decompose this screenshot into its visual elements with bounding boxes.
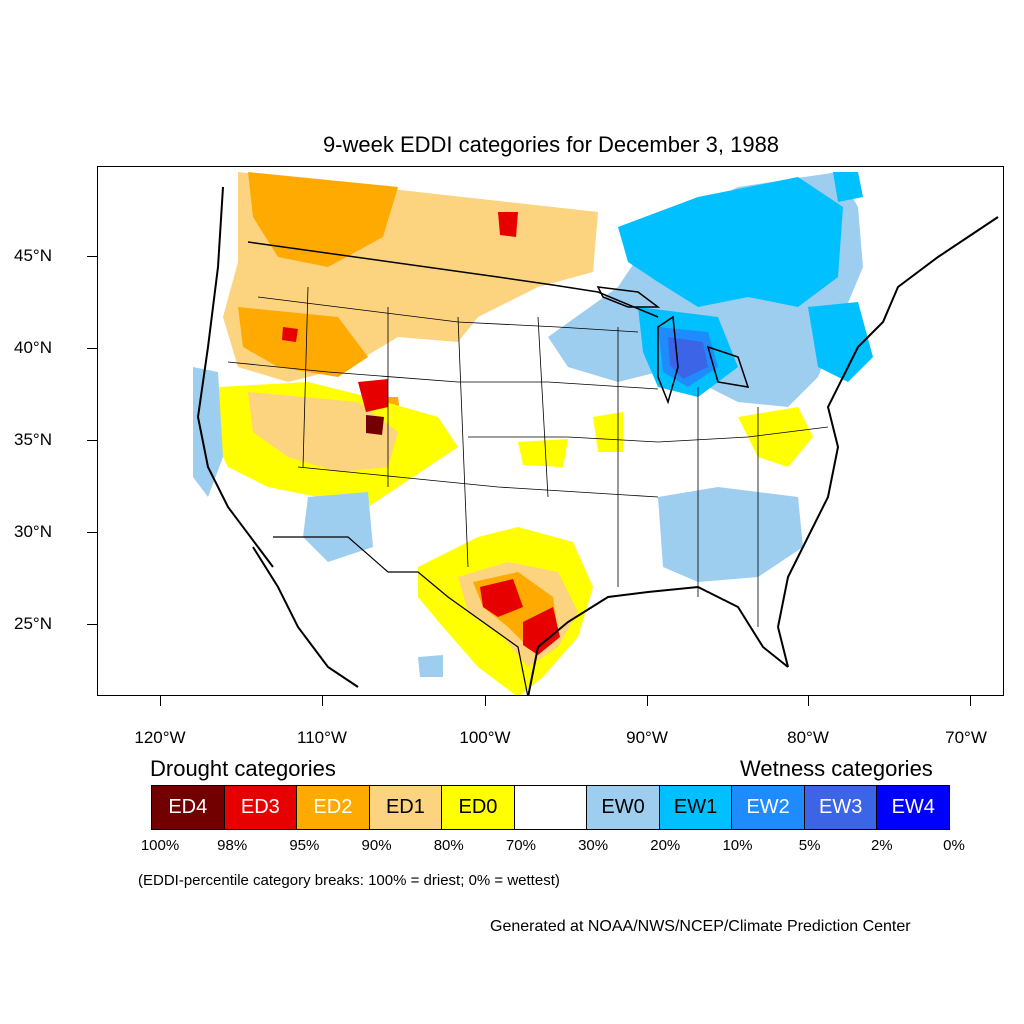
- lon-label-100: 100°W: [459, 728, 511, 747]
- legend-cell-ed1: ED1: [369, 786, 443, 829]
- canada-border: [247, 241, 659, 318]
- lake-michigan-outline: [657, 315, 679, 405]
- legend-cell-ed2: ED2: [297, 786, 370, 829]
- state-line-2: [227, 361, 659, 390]
- ew0-spot-maine: [833, 172, 863, 202]
- lat-label-30: 30°N: [14, 522, 52, 541]
- east-coast: [776, 216, 999, 668]
- legend-break-label: 95%: [289, 837, 320, 854]
- drought-heading: Drought categories: [150, 756, 336, 781]
- lon-tick-120: [160, 696, 161, 706]
- lon-label-110: 110°W: [297, 728, 347, 747]
- legend-break-label: 30%: [578, 837, 609, 854]
- lat-tick-40: [87, 348, 97, 349]
- lon-tick-80: [808, 696, 809, 706]
- legend-break-label: 100%: [140, 837, 180, 854]
- legend-cell-ed4: ED4: [152, 786, 225, 829]
- ed3-region-texas-coast: [523, 607, 560, 655]
- lat-tick-35: [87, 440, 97, 441]
- legend-cell-ed0: ED0: [442, 786, 515, 829]
- legend-cell-ed3: ED3: [224, 786, 298, 829]
- lon-tick-90: [647, 696, 648, 706]
- mexico-border: [273, 536, 529, 695]
- lat-label-35: 35°N: [14, 430, 52, 449]
- map-title: 9-week EDDI categories for December 3, 1…: [322, 132, 780, 157]
- legend-cell-ew0: EW0: [587, 786, 660, 829]
- ew1-region-northeast: [808, 302, 873, 382]
- lon-label-70: 70°W: [945, 728, 987, 747]
- ed0-spot-missouri: [593, 412, 623, 452]
- state-line-5: [468, 426, 829, 443]
- ed3-spot-colorado: [358, 379, 388, 412]
- legend-break-label: 10%: [722, 837, 753, 854]
- ew0-strip-pacific: [193, 367, 223, 497]
- lat-tick-30: [87, 532, 97, 533]
- wetness-heading: Wetness categories: [740, 756, 933, 781]
- baja-coast: [252, 546, 359, 688]
- legend-cell-neutral: [514, 786, 588, 829]
- ed2-region-great-basin: [238, 307, 368, 377]
- ed0-spot-appalachia: [738, 407, 813, 467]
- ed3-region-texas-central: [480, 579, 523, 617]
- eddi-map: [193, 172, 999, 695]
- legend-break-label: 70%: [505, 837, 536, 854]
- state-line-3: [297, 466, 659, 498]
- lake-huron-outline: [706, 345, 750, 388]
- lat-label-40: 40°N: [14, 338, 52, 357]
- legend-break-label: 2%: [870, 837, 893, 854]
- legend-break-label: 5%: [798, 837, 821, 854]
- lat-tick-25: [87, 624, 97, 625]
- ed4-spot-colorado: [366, 415, 384, 435]
- state-line-4: [302, 286, 759, 627]
- lat-tick-45: [87, 256, 97, 257]
- legend-cell-ew1: EW1: [659, 786, 733, 829]
- ed2-region-north: [248, 172, 398, 267]
- credit-line: Generated at NOAA/NWS/NCEP/Climate Predi…: [490, 918, 911, 935]
- legend-break-label: 0%: [943, 837, 965, 854]
- lat-label-25: 25°N: [14, 614, 52, 633]
- west-coast: [196, 186, 274, 568]
- legend-break-label: 90%: [361, 837, 392, 854]
- gulf-coast: [527, 585, 789, 695]
- legend-break-label: 80%: [433, 837, 464, 854]
- ew0-region-southeast: [658, 487, 803, 582]
- map-frame: [97, 166, 1004, 696]
- legend-break-label: 20%: [650, 837, 681, 854]
- legend-cell-ew3: EW3: [804, 786, 878, 829]
- legend-colorbar: ED4 ED3 ED2 ED1 ED0 EW0 EW1 EW2 EW3 EW4: [151, 785, 950, 830]
- boundary-lines: [196, 186, 999, 695]
- ed3-spot-idaho: [282, 327, 298, 342]
- ed1-region-southwest: [248, 392, 398, 472]
- legend-cell-ew4: EW4: [877, 786, 950, 829]
- lon-tick-110: [322, 696, 323, 706]
- lon-label-80: 80°W: [787, 728, 829, 747]
- ew0-spot-southwest: [303, 492, 373, 562]
- legend-cell-ew2: EW2: [732, 786, 805, 829]
- ed0-spot-kansas: [518, 439, 568, 467]
- lon-label-90: 90°W: [626, 728, 668, 747]
- lon-tick-100: [485, 696, 486, 706]
- lon-tick-70: [970, 696, 971, 706]
- ew0-spot-mexico: [418, 655, 443, 677]
- lat-label-45: 45°N: [14, 246, 52, 265]
- lon-label-120: 120°W: [134, 728, 186, 747]
- category-note: (EDDI-percentile category breaks: 100% =…: [138, 872, 560, 889]
- ed3-spot-montana: [498, 212, 518, 237]
- category-regions: [193, 172, 873, 695]
- legend-break-label: 98%: [217, 837, 248, 854]
- ew1-region-north: [618, 177, 843, 307]
- lake-superior-outline: [596, 286, 661, 308]
